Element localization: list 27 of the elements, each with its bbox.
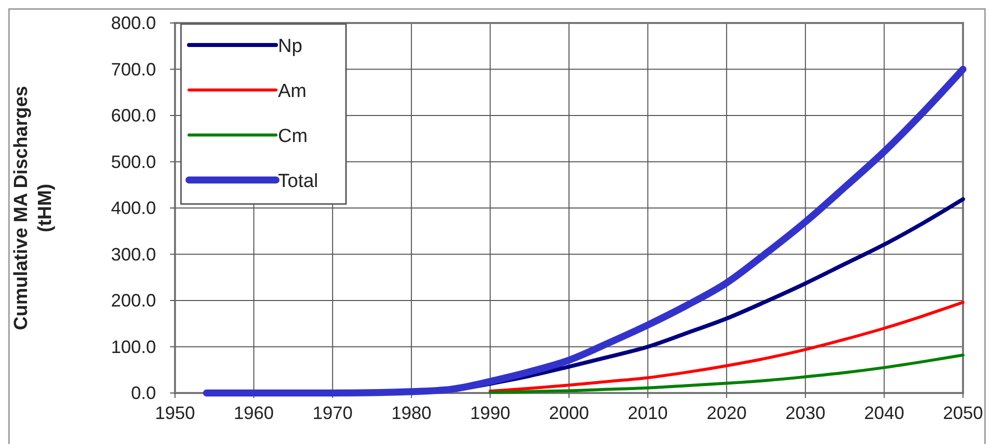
y-tick-label: 0.0 bbox=[130, 383, 156, 403]
y-axis-title: Cumulative MA Discharges (tHM) bbox=[11, 86, 56, 330]
y-tick-label: 300.0 bbox=[110, 244, 156, 264]
x-tick-label: 2010 bbox=[628, 403, 668, 423]
y-tick-label: 800.0 bbox=[110, 13, 156, 33]
line-series bbox=[488, 354, 964, 394]
x-tick-label: 2020 bbox=[706, 403, 747, 423]
legend-label: Cm bbox=[278, 126, 308, 147]
x-tick-label: 2000 bbox=[548, 403, 590, 423]
y-tick-label: 100.0 bbox=[110, 336, 156, 357]
y-tick-label: 500.0 bbox=[110, 152, 156, 172]
x-tick-label: 1950 bbox=[154, 403, 196, 423]
y-tick-label: 600.0 bbox=[110, 106, 156, 126]
legend-label: Total bbox=[278, 171, 318, 192]
x-tick-label: 2030 bbox=[785, 403, 826, 423]
legend-label: Np bbox=[278, 36, 302, 57]
y-tick-label: 200.0 bbox=[110, 290, 156, 310]
legend-label: Am bbox=[278, 81, 306, 102]
x-tick-label: 2050 bbox=[942, 403, 984, 423]
y-tick-label: 700.0 bbox=[110, 59, 156, 80]
x-tick-label: 1970 bbox=[312, 403, 353, 423]
x-tick-label: 1960 bbox=[234, 403, 274, 423]
x-tick-label: 2040 bbox=[864, 403, 904, 423]
line-series bbox=[488, 300, 964, 393]
x-tick-label: 1980 bbox=[391, 403, 432, 423]
x-tick-label: 1990 bbox=[470, 403, 510, 423]
y-tick-label: 400.0 bbox=[110, 198, 156, 218]
